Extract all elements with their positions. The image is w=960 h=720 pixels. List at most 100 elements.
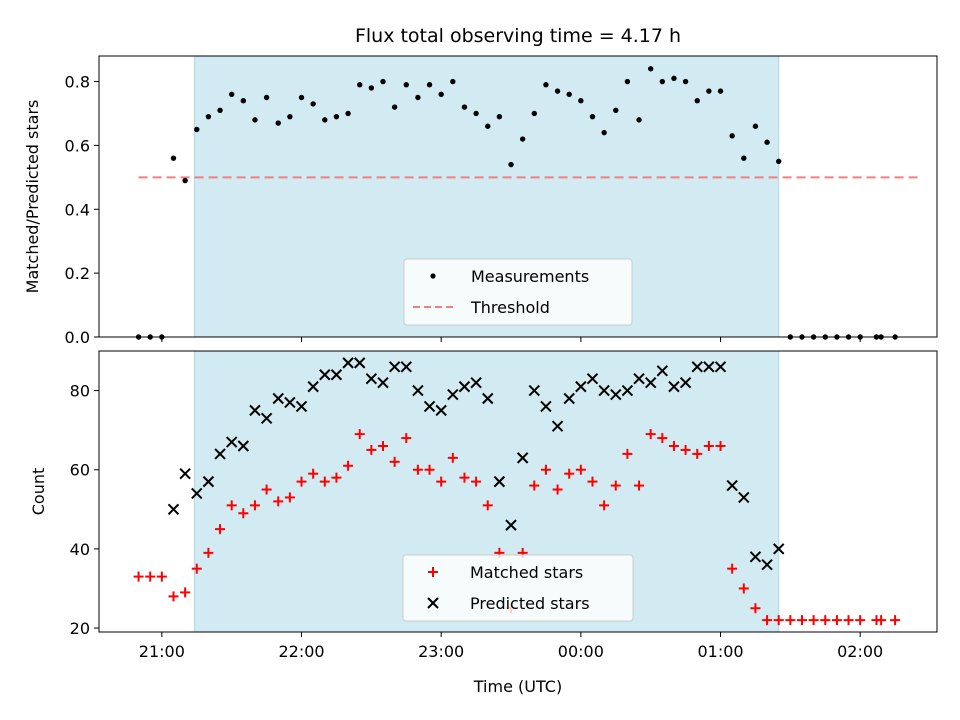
predicted-stars-points	[167, 357, 785, 571]
legend-plus-glyph	[428, 567, 438, 577]
predicted-star-point	[540, 400, 552, 413]
measurement-point	[589, 113, 596, 120]
top-x-axis-ticks	[161, 337, 861, 342]
measurement-point	[729, 133, 735, 139]
cross-b	[703, 361, 715, 373]
matched-star-point	[657, 433, 668, 444]
cross-b	[586, 372, 599, 385]
cross-b	[342, 357, 354, 369]
top-y-tick-label: 0.6	[65, 136, 90, 155]
cross-b	[738, 491, 750, 504]
matched-star-point	[808, 615, 819, 626]
measurement-point	[240, 98, 247, 104]
matched-star-point	[634, 480, 645, 491]
cross-b	[482, 392, 494, 405]
measurement-point	[578, 98, 584, 104]
predicted-star-point	[505, 519, 517, 531]
matched-star-point	[296, 476, 307, 487]
matched-star-point	[680, 444, 691, 455]
predicted-star-point	[470, 376, 482, 389]
predicted-star-point	[761, 559, 773, 571]
matched-star-point	[284, 492, 295, 503]
predicted-star-point	[598, 384, 610, 397]
measurement-point	[613, 107, 619, 113]
top-legend: Measurements Threshold	[403, 258, 633, 326]
matched-star-point	[308, 468, 319, 479]
cross-b	[225, 436, 238, 448]
measurement-point	[438, 91, 444, 98]
measurement-point	[601, 129, 607, 136]
predicted-star-point	[330, 369, 343, 381]
cross-b	[493, 475, 506, 488]
cross-b	[388, 361, 401, 373]
top-legend-box	[403, 258, 633, 326]
legend-measurements-marker	[430, 273, 436, 279]
measurement-point	[310, 101, 316, 107]
cross-b	[656, 365, 669, 377]
chart-title: Flux total observing time = 4.17 h	[355, 25, 681, 47]
cross-b	[714, 361, 727, 373]
measurement-point	[543, 82, 549, 88]
matched-star-point	[843, 615, 854, 626]
cross-b	[260, 412, 273, 424]
predicted-star-point	[377, 376, 389, 389]
measurement-point	[380, 78, 386, 85]
predicted-star-point	[179, 467, 191, 480]
measurements-points	[135, 66, 898, 340]
predicted-star-point	[202, 475, 215, 488]
predicted-star-point	[447, 388, 459, 401]
top-y-tick-label: 0.2	[65, 264, 90, 283]
measurement-point	[403, 82, 409, 88]
measurement-point	[461, 104, 468, 110]
matched-star-point	[610, 480, 621, 491]
measurement-point	[368, 85, 375, 91]
matched-star-point	[180, 587, 191, 598]
measurement-point	[228, 91, 235, 98]
cross-b	[400, 361, 412, 373]
matched-star-point	[622, 448, 633, 459]
matched-star-point	[145, 571, 156, 582]
cross-b	[679, 376, 692, 389]
measurement-point	[682, 78, 689, 85]
legend-threshold-label: Threshold	[470, 298, 550, 317]
measurement-point	[519, 136, 526, 142]
measurement-point	[263, 94, 270, 101]
matched-star-point	[261, 484, 272, 495]
predicted-star-point	[691, 361, 703, 373]
matched-star-point	[389, 456, 400, 467]
matched-stars-points	[133, 429, 901, 626]
bottom-y-tick-label: 60	[70, 461, 90, 480]
cross-b	[423, 400, 436, 413]
matched-star-point	[645, 429, 656, 440]
matched-star-point	[820, 615, 831, 626]
cross-b	[330, 369, 343, 381]
matched-star-point	[133, 571, 144, 582]
matched-star-point	[447, 452, 458, 463]
x-tick-label: 23:00	[418, 642, 464, 661]
matched-star-point	[529, 480, 540, 491]
x-tick-label: 22:00	[278, 642, 324, 661]
predicted-star-point	[400, 361, 412, 373]
predicted-star-point	[773, 543, 785, 555]
matched-star-point	[855, 615, 866, 626]
cross-b	[540, 400, 552, 413]
legend-matched-stars-label: Matched stars	[470, 563, 583, 582]
x-tick-label: 00:00	[558, 642, 604, 661]
predicted-star-point	[749, 551, 762, 563]
measurement-point	[624, 78, 631, 85]
cross-b	[237, 440, 250, 452]
x-axis-label: Time (UTC)	[473, 677, 562, 696]
matched-star-point	[249, 500, 260, 511]
matched-star-point	[424, 464, 435, 475]
predicted-star-point	[458, 380, 471, 393]
matched-star-point	[599, 500, 610, 511]
measurement-point	[741, 155, 747, 161]
cross-b	[621, 384, 634, 397]
cross-b	[412, 384, 424, 397]
cross-b	[598, 384, 610, 397]
matched-star-point	[564, 468, 575, 479]
measurement-point	[531, 110, 537, 117]
top-y-tick-label: 0.0	[65, 328, 90, 347]
x-tick-label: 21:00	[139, 642, 185, 661]
measurement-point	[706, 88, 712, 94]
